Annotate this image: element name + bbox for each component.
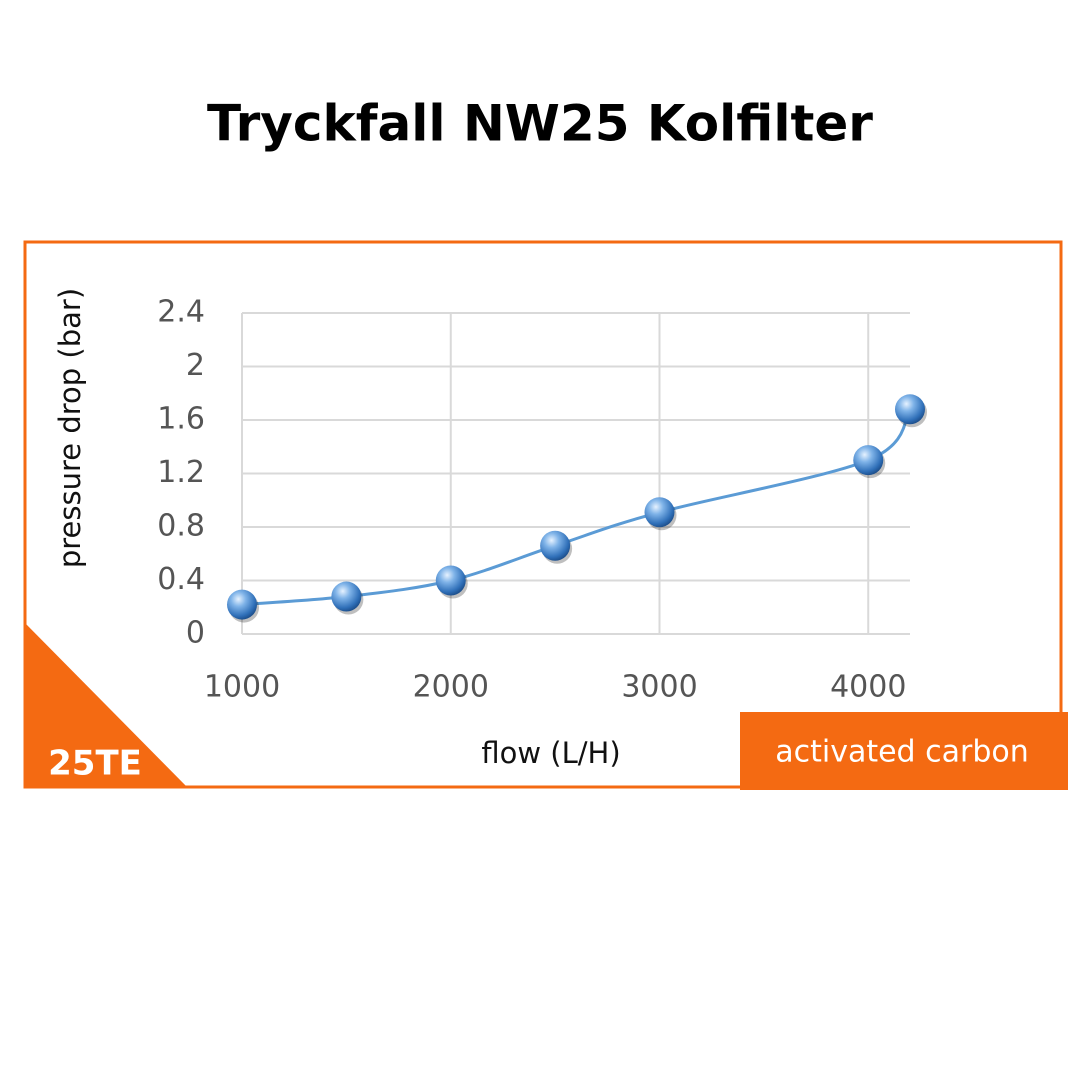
y-tick-label: 0.8 — [157, 509, 205, 544]
chart-title: Tryckfall NW25 Kolfilter — [207, 95, 873, 153]
material-box — [740, 712, 1068, 790]
x-tick-label: 2000 — [413, 670, 489, 705]
y-tick-label: 2.4 — [157, 295, 205, 330]
data-point — [331, 581, 362, 612]
data-point — [895, 394, 925, 425]
y-tick-label: 0 — [186, 616, 205, 651]
x-tick-label: 4000 — [830, 670, 906, 705]
x-axis-label: flow (L/H) — [481, 736, 620, 770]
data-point — [435, 565, 466, 596]
badge-label: 25TE — [48, 744, 142, 784]
y-tick-label: 1.6 — [157, 402, 205, 437]
material-label: activated carbon — [775, 735, 1029, 770]
frame — [23, 240, 1063, 789]
y-tick-label: 1.2 — [157, 455, 205, 490]
y-tick-label: 2 — [186, 348, 205, 383]
data-point — [540, 530, 571, 561]
y-tick-label: 0.4 — [157, 562, 205, 597]
x-tick-label: 1000 — [204, 670, 280, 705]
y-axis-label: pressure drop (bar) — [53, 288, 87, 568]
data-point — [853, 445, 884, 476]
plot-area: 0 0.4 0.8 1.2 1.6 2 2.4 1000 2000 3000 4000 — [157, 295, 927, 705]
badge-triangle — [24, 622, 188, 788]
series-line — [241, 408, 912, 607]
x-tick-label: 3000 — [621, 670, 697, 705]
data-point — [644, 497, 675, 528]
data-point — [227, 589, 257, 620]
